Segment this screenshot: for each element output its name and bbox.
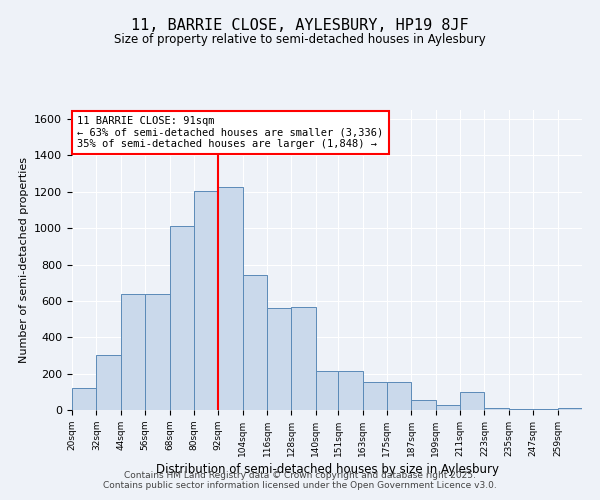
Bar [72,388,97,410]
Bar [509,409,533,410]
Bar [170,226,194,410]
Bar [387,382,412,410]
X-axis label: Distribution of semi-detached houses by size in Aylesbury: Distribution of semi-detached houses by … [155,463,499,476]
Bar [145,294,170,410]
Bar [484,408,509,410]
Bar [557,408,582,410]
Text: Contains HM Land Registry data © Crown copyright and database right 2025.
Contai: Contains HM Land Registry data © Crown c… [103,470,497,490]
Bar [292,308,316,410]
Text: 11, BARRIE CLOSE, AYLESBURY, HP19 8JF: 11, BARRIE CLOSE, AYLESBURY, HP19 8JF [131,18,469,32]
Bar [362,382,387,410]
Bar [412,400,436,410]
Text: 11 BARRIE CLOSE: 91sqm
← 63% of semi-detached houses are smaller (3,336)
35% of : 11 BARRIE CLOSE: 91sqm ← 63% of semi-det… [77,116,383,149]
Bar [316,371,338,410]
Y-axis label: Number of semi-detached properties: Number of semi-detached properties [19,157,29,363]
Bar [121,294,145,410]
Bar [97,354,121,410]
Bar [194,191,218,410]
Bar [436,404,460,410]
Bar [338,371,362,410]
Bar [242,276,267,410]
Bar [218,188,242,410]
Bar [267,308,292,410]
Text: Size of property relative to semi-detached houses in Aylesbury: Size of property relative to semi-detach… [114,32,486,46]
Bar [533,409,557,410]
Bar [460,392,484,410]
